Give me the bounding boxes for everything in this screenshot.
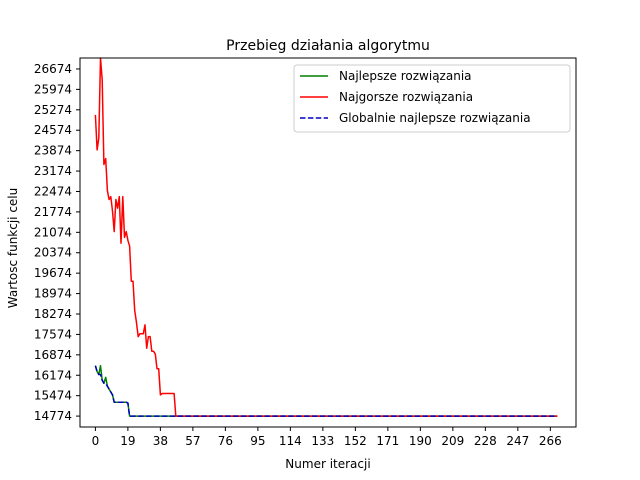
y-tick-label: 18974	[34, 287, 72, 301]
y-tick-label: 20374	[34, 246, 72, 260]
x-tick-label: 152	[344, 434, 367, 448]
x-tick-label: 0	[92, 434, 100, 448]
series-lines	[94, 57, 558, 417]
y-tick-label: 15474	[34, 389, 72, 403]
x-tick-label: 38	[153, 434, 168, 448]
y-tick-label: 16174	[34, 368, 72, 382]
y-tick-label: 17574	[34, 327, 72, 341]
x-tick-label: 76	[218, 434, 233, 448]
y-tick-label: 16874	[34, 348, 72, 362]
y-tick-label: 23174	[34, 164, 72, 178]
series-line-2	[94, 57, 558, 417]
y-tick-label: 19674	[34, 266, 72, 280]
legend-label: Globalnie najlepsze rozwiązania	[339, 111, 531, 125]
y-tick-label: 24574	[34, 123, 72, 137]
chart-title: Przebieg działania algorytmu	[226, 38, 430, 54]
x-tick-label: 114	[279, 434, 302, 448]
legend-box	[293, 64, 571, 133]
x-tick-label: 247	[506, 434, 529, 448]
legend: Najlepsze rozwiązania Najgorsze rozwiązan…	[293, 64, 571, 133]
x-tick-label: 57	[185, 434, 200, 448]
x-tick-label: 209	[441, 434, 464, 448]
plot-frame	[79, 57, 577, 428]
x-tick-label: 266	[539, 434, 562, 448]
x-tick-label: 19	[120, 434, 135, 448]
y-tick-label: 25974	[34, 82, 72, 96]
x-tick-label: 95	[250, 434, 265, 448]
x-axis-label: Numer iteracji	[285, 457, 370, 471]
y-axis-label: Wartosc funkcji celu	[6, 188, 20, 308]
y-tick-label: 25274	[34, 103, 72, 117]
x-tick-label: 171	[376, 434, 399, 448]
y-tick-label: 26674	[34, 62, 72, 76]
y-tick-label: 21074	[34, 225, 72, 239]
y-tick-label: 22474	[34, 184, 72, 198]
x-tick-label: 190	[409, 434, 432, 448]
y-tick-label: 23874	[34, 144, 72, 158]
series-line-3	[94, 365, 558, 417]
legend-label: Najlepsze rozwiązania	[339, 69, 472, 83]
axis-ticks: 0 19 38 57 76 95 114 133 152 171 190 209 228 247 266 14…	[34, 62, 562, 448]
x-tick-label: 133	[311, 434, 334, 448]
legend-label: Najgorsze rozwiązania	[339, 90, 473, 104]
series-line-1	[94, 364, 558, 417]
y-tick-label: 21774	[34, 205, 72, 219]
y-tick-label: 18274	[34, 307, 72, 321]
x-tick-label: 228	[474, 434, 497, 448]
y-tick-label: 14774	[34, 409, 72, 423]
